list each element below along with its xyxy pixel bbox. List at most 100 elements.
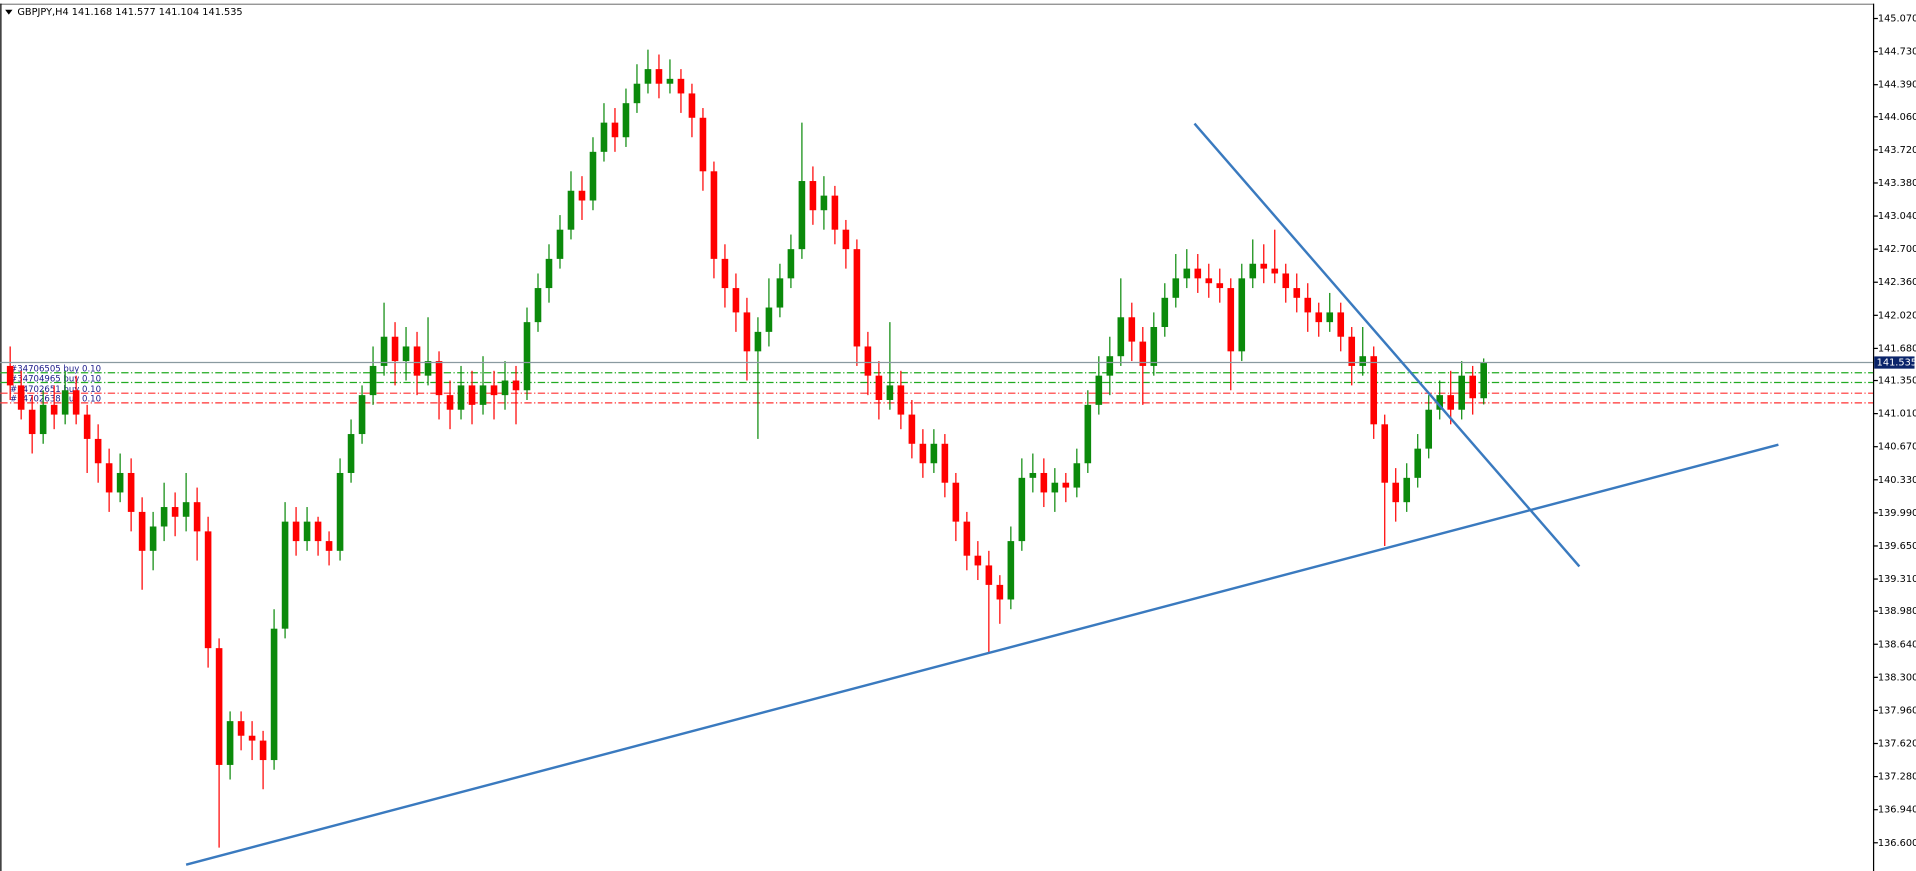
y-tick-label: 140.330: [1878, 475, 1916, 486]
candle-body: [270, 628, 278, 761]
candle-body: [809, 181, 817, 211]
candle-body: [677, 78, 685, 94]
candle-body: [1227, 288, 1235, 352]
candle-body: [50, 404, 58, 415]
y-tick-label: 142.700: [1878, 244, 1916, 255]
candle-body: [204, 531, 212, 649]
candle-body: [523, 322, 531, 391]
candle-body: [1150, 327, 1158, 366]
candle-body: [1337, 312, 1345, 337]
candle-body: [1381, 424, 1389, 483]
candle-body: [468, 385, 476, 405]
y-tick-label: 143.720: [1878, 145, 1916, 156]
candle-body: [732, 288, 740, 313]
candle-body: [94, 438, 102, 464]
candle-body: [765, 307, 773, 332]
candle-body: [754, 331, 762, 352]
y-tick-label: 136.940: [1878, 805, 1916, 816]
candle-body: [952, 482, 960, 522]
candle-body: [1260, 263, 1268, 269]
candle-body: [798, 181, 806, 250]
y-tick-label: 144.060: [1878, 112, 1916, 123]
candle-body: [1139, 341, 1147, 366]
candle-body: [1073, 463, 1081, 488]
candle-body: [1183, 268, 1191, 279]
y-tick-label: 140.670: [1878, 442, 1916, 453]
candle-body: [1106, 356, 1114, 376]
candle-body: [1326, 312, 1334, 323]
candle-body: [721, 258, 729, 289]
candle-body: [6, 365, 14, 386]
y-tick-label: 137.280: [1878, 772, 1916, 783]
candle-body: [303, 521, 311, 542]
candle-body: [171, 507, 179, 517]
candle-body: [237, 721, 245, 736]
candle-body: [897, 385, 905, 415]
candle-body: [1304, 297, 1312, 313]
menu-arrow[interactable]: [5, 9, 13, 15]
candle-body: [72, 390, 80, 415]
candle-body: [578, 190, 586, 201]
y-tick-label: 137.620: [1878, 739, 1916, 750]
y-tick-label: 141.010: [1878, 409, 1916, 420]
candle-body: [1007, 541, 1015, 600]
candle-body: [1249, 263, 1257, 279]
candle-body: [1271, 268, 1279, 274]
candle-body: [193, 502, 201, 532]
candle-body: [1436, 395, 1444, 410]
candle-body: [633, 83, 641, 104]
trend-line: [1193, 122, 1581, 568]
candle-body: [138, 511, 146, 551]
candle-body: [644, 69, 652, 84]
candle-body: [1018, 477, 1026, 542]
y-tick-label: 143.380: [1878, 178, 1916, 189]
candle-body: [655, 69, 663, 84]
candle-body: [1040, 472, 1048, 493]
candle-body: [963, 521, 971, 556]
candle-body: [1480, 362, 1487, 399]
candle-body: [567, 190, 575, 230]
y-tick-label: 145.070: [1878, 14, 1916, 25]
candle-body: [1205, 278, 1213, 284]
candle-body: [1392, 482, 1400, 503]
y-tick-label: 144.730: [1878, 47, 1916, 58]
candle-body: [380, 336, 388, 366]
candle-body: [1029, 472, 1037, 478]
candle-body: [831, 195, 839, 230]
candle-body: [248, 735, 256, 741]
y-tick-label: 136.600: [1878, 838, 1916, 849]
candle-body: [182, 502, 190, 517]
y-tick-label: 142.020: [1878, 310, 1916, 321]
candle-body: [490, 385, 498, 396]
candle-body: [1172, 278, 1180, 298]
y-tick-label: 139.310: [1878, 574, 1916, 585]
candle-body: [292, 521, 300, 542]
trend-line: [185, 443, 1779, 866]
bid-box: [1874, 356, 1915, 369]
candle-body: [1117, 317, 1125, 357]
candle-body: [28, 409, 36, 435]
candle-body: [1425, 409, 1433, 449]
candle-body: [347, 434, 355, 473]
candle-body: [369, 365, 377, 396]
order-label: #34706505 buy 0.10: [10, 365, 101, 375]
candle-body: [226, 721, 234, 765]
order-label: #34704965 buy 0.10: [10, 374, 101, 384]
candle-body: [413, 346, 421, 376]
candle-body: [787, 249, 795, 279]
candle-body: [1051, 482, 1059, 493]
candle-body: [402, 346, 410, 362]
candle-body: [501, 380, 509, 396]
candle-body: [1469, 375, 1477, 399]
candle-body: [908, 414, 916, 444]
candle-body: [710, 171, 718, 259]
candle-body: [688, 93, 696, 118]
candle-body: [325, 541, 333, 551]
candle-body: [1447, 395, 1455, 410]
candle-body: [941, 443, 949, 483]
candle-body: [875, 375, 883, 400]
order-label: #34702638 buy 0.10: [10, 395, 101, 405]
